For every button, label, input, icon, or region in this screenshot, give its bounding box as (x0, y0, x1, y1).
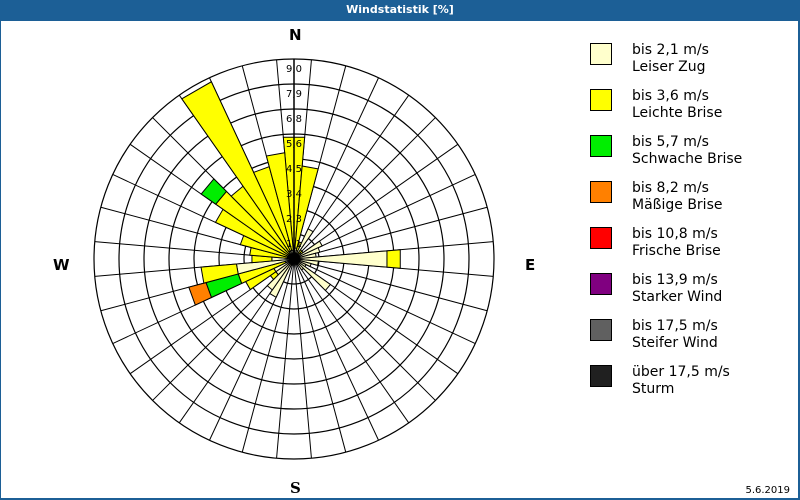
compass-west-label: W (53, 256, 70, 274)
legend-range: bis 10,8 m/s (632, 226, 718, 242)
legend-item: bis 13,9 m/s Starker Wind (590, 272, 790, 319)
sector-segment (188, 281, 213, 306)
legend-label: bis 2,1 m/s Leiser Zug (632, 42, 709, 76)
legend-label: bis 8,2 m/s Mäßige Brise (632, 180, 722, 214)
legend-item: bis 17,5 m/s Steifer Wind (590, 318, 790, 365)
legend-item: bis 2,1 m/s Leiser Zug (590, 42, 790, 89)
svg-text:1,1: 1,1 (286, 239, 302, 250)
sector-segment (200, 263, 239, 284)
window-title: Windstatistik [%] (0, 0, 800, 20)
legend-label: bis 5,7 m/s Schwache Brise (632, 134, 742, 168)
svg-text:6,8: 6,8 (286, 114, 302, 125)
legend-name: Schwache Brise (632, 151, 743, 167)
legend-item: bis 5,7 m/s Schwache Brise (590, 134, 790, 181)
legend-name: Leiser Zug (632, 59, 706, 75)
wind-rose-chart: 1,1 2,3 3,4 4,5 5,6 6,8 7,9 9,0 (93, 58, 495, 460)
legend-name: Frische Brise (632, 243, 721, 259)
sector-segment (294, 165, 319, 249)
chart-panel: 1,1 2,3 3,4 4,5 5,6 6,8 7,9 9,0 N E S W bis 2,1… (1, 21, 798, 498)
sector-segment (293, 258, 332, 292)
compass-east-label: E (525, 256, 536, 274)
legend-swatch (590, 365, 612, 387)
legend-name: Mäßige Brise (632, 197, 723, 213)
legend-swatch (590, 319, 612, 341)
legend-range: über 17,5 m/s (632, 364, 730, 380)
legend-label: bis 17,5 m/s Steifer Wind (632, 318, 718, 352)
legend-item: bis 3,6 m/s Leichte Brise (590, 88, 790, 135)
sector-segment (200, 178, 228, 205)
legend-name: Leichte Brise (632, 105, 723, 121)
legend-swatch (590, 273, 612, 295)
radial-tick-labels: 1,1 2,3 3,4 4,5 5,6 6,8 7,9 9,0 (286, 64, 302, 250)
legend-name: Sturm (632, 381, 675, 397)
legend-range: bis 3,6 m/s (632, 88, 709, 104)
legend-swatch (590, 43, 612, 65)
legend-range: bis 8,2 m/s (632, 180, 709, 196)
sector-segment (265, 152, 294, 251)
svg-text:9,0: 9,0 (286, 64, 302, 75)
wind-sectors (181, 81, 401, 306)
legend-item: bis 8,2 m/s Mäßige Brise (590, 180, 790, 227)
legend-range: bis 5,7 m/s (632, 134, 709, 150)
compass-north-label: N (289, 26, 302, 44)
svg-text:3,4: 3,4 (286, 189, 302, 200)
sector-segment (181, 81, 291, 253)
legend-label: bis 3,6 m/s Leichte Brise (632, 88, 722, 122)
legend-name: Starker Wind (632, 289, 723, 305)
sector-segment (386, 249, 401, 269)
legend-swatch (590, 181, 612, 203)
legend-item: bis 10,8 m/s Frische Brise (590, 226, 790, 273)
legend-swatch (590, 227, 612, 249)
svg-text:4,5: 4,5 (286, 164, 302, 175)
legend-swatch (590, 135, 612, 157)
legend-swatch (590, 89, 612, 111)
legend-item: über 17,5 m/s Sturm (590, 364, 790, 411)
svg-text:2,3: 2,3 (286, 214, 302, 225)
compass-south-label: S (290, 479, 301, 497)
legend-label: über 17,5 m/s Sturm (632, 364, 730, 398)
svg-text:5,6: 5,6 (286, 139, 302, 150)
legend-name: Steifer Wind (632, 335, 718, 351)
legend-range: bis 2,1 m/s (632, 42, 709, 58)
date-label: 5.6.2019 (745, 485, 790, 496)
legend-range: bis 17,5 m/s (632, 318, 718, 334)
legend-label: bis 10,8 m/s Frische Brise (632, 226, 721, 260)
legend-label: bis 13,9 m/s Starker Wind (632, 272, 722, 306)
legend-range: bis 13,9 m/s (632, 272, 718, 288)
svg-text:7,9: 7,9 (286, 89, 302, 100)
